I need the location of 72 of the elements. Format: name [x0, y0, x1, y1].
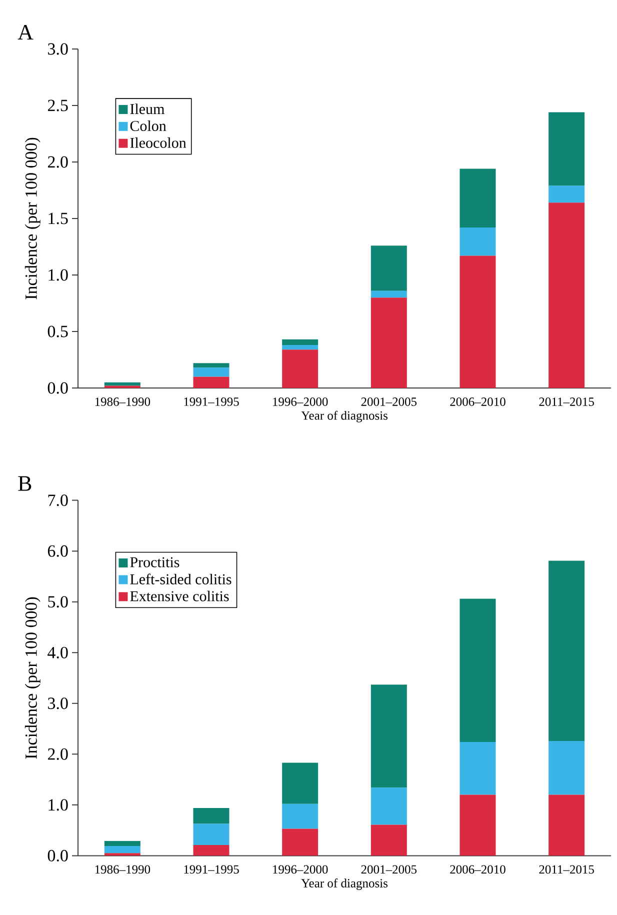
bar [460, 598, 496, 742]
x-tick-label: 1986–1990 [95, 865, 150, 874]
legend-label: Colon [130, 120, 166, 132]
y-tick-label: 0.5 [48, 326, 68, 338]
bar [460, 228, 496, 256]
bar [282, 828, 318, 856]
x-tick-label: 2001–2005 [361, 398, 417, 406]
bar [370, 298, 407, 388]
x-tick-label: 1996–2000 [273, 398, 328, 406]
bar [548, 560, 585, 741]
chart-title: B [18, 476, 32, 491]
bar [370, 684, 407, 788]
bar [370, 824, 407, 856]
x-tick-label: 1986–1990 [95, 398, 150, 406]
x-tick-label: 1996–2000 [273, 865, 328, 874]
bar [104, 853, 140, 856]
legend-label: Ileocolon [130, 137, 186, 148]
legend-label: Proctitis [130, 557, 180, 568]
bar [193, 808, 230, 824]
bar [460, 168, 496, 228]
bar [282, 350, 318, 388]
bar [548, 186, 585, 203]
bar [282, 339, 318, 346]
bar [370, 788, 407, 825]
y-tick-label: 0.0 [48, 850, 68, 862]
x-tick-label: 2011–2015 [539, 865, 594, 874]
y-tick-label: 2.0 [48, 748, 68, 760]
legend-label: Extensive colitis [130, 590, 229, 602]
bar [548, 202, 585, 388]
bar [193, 824, 230, 846]
y-tick-label: 6.0 [48, 545, 68, 557]
x-tick-label: 2006–2010 [450, 865, 506, 874]
bar [282, 345, 318, 350]
chart-title: A [18, 24, 34, 40]
x-tick-label: 2011–2015 [539, 398, 594, 406]
x-tick-label: 2006–2010 [450, 398, 506, 406]
y-tick-label: 7.0 [48, 494, 68, 506]
x-axis-title: Year of diagnosis [301, 878, 388, 890]
bar [548, 794, 585, 856]
bar [548, 112, 585, 186]
y-tick-label: 4.0 [48, 646, 68, 658]
legend-label: Left-sided colitis [130, 574, 232, 584]
legend-label: Ileum [130, 104, 164, 114]
y-tick-label: 2.5 [48, 100, 68, 112]
bar [370, 290, 407, 298]
bar [193, 363, 230, 368]
bar [193, 368, 230, 377]
y-tick-label: 3.0 [48, 43, 68, 55]
y-axis-title: Incidence (per 100 000) [24, 597, 40, 759]
bar [370, 246, 407, 291]
y-tick-label: 1.0 [48, 269, 68, 281]
bar [104, 840, 140, 846]
x-tick-label: 1991–1995 [184, 865, 239, 874]
x-tick-label: 2001–2005 [361, 865, 417, 874]
y-tick-label: 1.0 [48, 799, 68, 811]
y-tick-label: 3.0 [48, 698, 68, 710]
bar [193, 845, 230, 856]
bar [282, 762, 318, 804]
y-tick-label: 1.5 [48, 212, 68, 224]
bar [460, 742, 496, 795]
y-tick-label: 5.0 [48, 596, 68, 608]
y-tick-label: 0.0 [48, 382, 68, 394]
y-tick-label: 2.0 [48, 156, 68, 168]
bar [104, 846, 140, 854]
y-axis-title: Incidence (per 100 000) [24, 138, 40, 300]
bar [548, 740, 585, 795]
x-tick-label: 1991–1995 [184, 398, 239, 406]
x-axis-title: Year of diagnosis [301, 410, 388, 422]
bar [460, 256, 496, 388]
bar [193, 376, 230, 388]
bar [460, 794, 496, 856]
bar [282, 804, 318, 829]
